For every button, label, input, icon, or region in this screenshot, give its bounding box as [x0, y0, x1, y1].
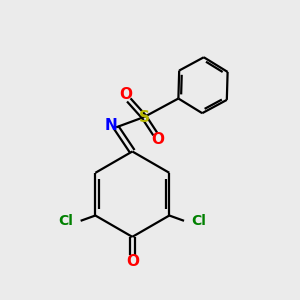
- Text: O: O: [119, 87, 132, 102]
- Text: S: S: [139, 110, 150, 124]
- Text: Cl: Cl: [191, 214, 206, 228]
- Text: N: N: [104, 118, 117, 134]
- Text: Cl: Cl: [58, 214, 73, 228]
- Text: O: O: [152, 133, 165, 148]
- Text: O: O: [126, 254, 139, 268]
